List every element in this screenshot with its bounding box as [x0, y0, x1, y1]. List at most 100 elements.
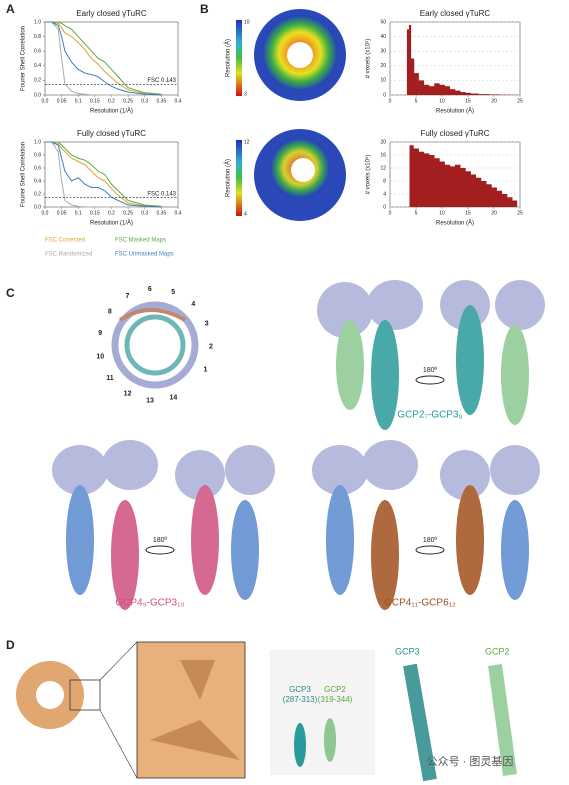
histogram-bar [439, 84, 445, 95]
colorbar [236, 20, 242, 96]
subunit-number: 6 [148, 286, 152, 293]
rotation-label: 180º [423, 367, 438, 374]
y-tick-label: 50 [380, 19, 386, 25]
helix-title: GCP2 [485, 646, 510, 656]
watermark: 公众号 · 图灵基因 [427, 755, 514, 768]
helix-title: GCP3 [395, 646, 420, 656]
x-tick-label: 20 [491, 98, 497, 104]
x-tick-label: 0.3 [141, 210, 148, 216]
x-tick-label: 0.05 [57, 210, 67, 216]
x-tick-label: 5 [415, 210, 418, 216]
subunit-number: 4 [191, 301, 195, 308]
x-tick-label: 25 [517, 210, 523, 216]
x-tick-label: 0 [389, 98, 392, 104]
subunit-number: 8 [108, 309, 112, 316]
x-tick-label: 0.25 [123, 210, 133, 216]
subunit-number: 10 [96, 354, 104, 361]
subunit-number: 7 [125, 293, 129, 300]
x-axis-label: Resolution (Å) [436, 108, 474, 115]
x-tick-label: 0.0 [42, 98, 49, 104]
histogram-bar [496, 190, 503, 207]
y-tick-label: 30 [380, 49, 386, 55]
histogram-bar [423, 84, 430, 95]
x-tick-label: 0.3 [141, 98, 148, 104]
legend-entry: FSC Masked Maps [115, 238, 166, 244]
histogram-bar [439, 161, 445, 207]
histogram-bar [465, 92, 471, 95]
y-tick-label: 16 [380, 152, 386, 158]
structure-gcp2-gcp3 [317, 280, 545, 430]
y-tick-label: 1.0 [34, 19, 41, 25]
ring-structure [111, 301, 199, 389]
colorbar [236, 140, 242, 216]
structure-gcp4-gcp6 [312, 440, 540, 610]
histogram-bar [460, 92, 466, 95]
panel-label: B [200, 2, 209, 16]
histogram-bar [409, 145, 414, 207]
histogram-bar [418, 80, 425, 95]
chart-title: Early closed γTuRC [420, 9, 491, 18]
subunit-number: 12 [124, 391, 132, 398]
x-tick-label: 0.4 [175, 98, 182, 104]
y-tick-label: 0 [383, 204, 386, 210]
x-tick-label: 25 [517, 98, 523, 104]
y-tick-label: 0.8 [34, 34, 41, 40]
pair-label: GCP4₉-GCP3₁₀ [115, 598, 184, 609]
subunit-number: 5 [171, 289, 175, 296]
x-tick-label: 0.05 [57, 98, 67, 104]
y-tick-label: 0.8 [34, 152, 41, 158]
y-tick-label: 0.6 [34, 165, 41, 171]
subunit-number: 13 [146, 398, 154, 405]
subunit-number: 14 [169, 395, 177, 402]
helix-label: GCP3 (287-313) [283, 685, 318, 704]
y-axis-label: # voxels (x10⁵) [365, 155, 372, 195]
y-tick-label: 20 [380, 63, 386, 69]
x-tick-label: 10 [439, 210, 445, 216]
threshold-label: FSC 0.143 [147, 191, 176, 197]
histogram-bar [478, 94, 490, 95]
y-tick-label: 8 [383, 178, 386, 184]
x-tick-label: 15 [465, 98, 471, 104]
fsc-curve [45, 21, 162, 96]
histogram-bar [455, 90, 461, 95]
y-tick-label: 0.6 [34, 49, 41, 55]
panel-label: C [6, 286, 15, 300]
chart-title: Fully closed γTuRC [77, 129, 146, 138]
x-tick-label: 0.35 [157, 210, 167, 216]
y-tick-label: 0.2 [34, 78, 41, 84]
x-tick-label: 0.1 [75, 210, 82, 216]
y-tick-label: 0.4 [34, 178, 41, 184]
x-tick-label: 0.4 [175, 210, 182, 216]
x-tick-label: 0.2 [108, 98, 115, 104]
x-tick-label: 0.0 [42, 210, 49, 216]
histogram-bar [444, 86, 451, 95]
chart-title: Early closed γTuRC [76, 9, 147, 18]
y-tick-label: 1.0 [34, 139, 41, 145]
density-map [16, 641, 246, 779]
fsc-curve [45, 141, 162, 208]
y-tick-label: 0.0 [34, 92, 41, 98]
x-tick-label: 0.1 [75, 98, 82, 104]
x-tick-label: 0 [389, 210, 392, 216]
x-tick-label: 0.25 [123, 98, 133, 104]
histogram-bar [449, 166, 456, 207]
y-tick-label: 0.2 [34, 191, 41, 197]
histogram-bar [470, 93, 479, 95]
fsc-curve [45, 141, 162, 207]
histogram-bar [475, 177, 482, 207]
subunit-number: 2 [209, 343, 213, 350]
fsc-curve [45, 21, 162, 96]
x-axis-label: Resolution (Å) [436, 220, 474, 227]
x-tick-label: 0.2 [108, 210, 115, 216]
colorbar-tick: 12 [244, 139, 250, 145]
histogram-bar [413, 73, 419, 95]
x-tick-label: 0.15 [90, 210, 100, 216]
legend-entry: FSC Corrected [45, 238, 85, 244]
histogram-bar [429, 155, 435, 207]
histogram-bar [470, 174, 477, 207]
fsc-curve [45, 141, 162, 208]
panel-label: D [6, 638, 15, 652]
colorbar-label: Resolution (Å) [225, 159, 232, 197]
x-tick-label: 10 [439, 98, 445, 104]
